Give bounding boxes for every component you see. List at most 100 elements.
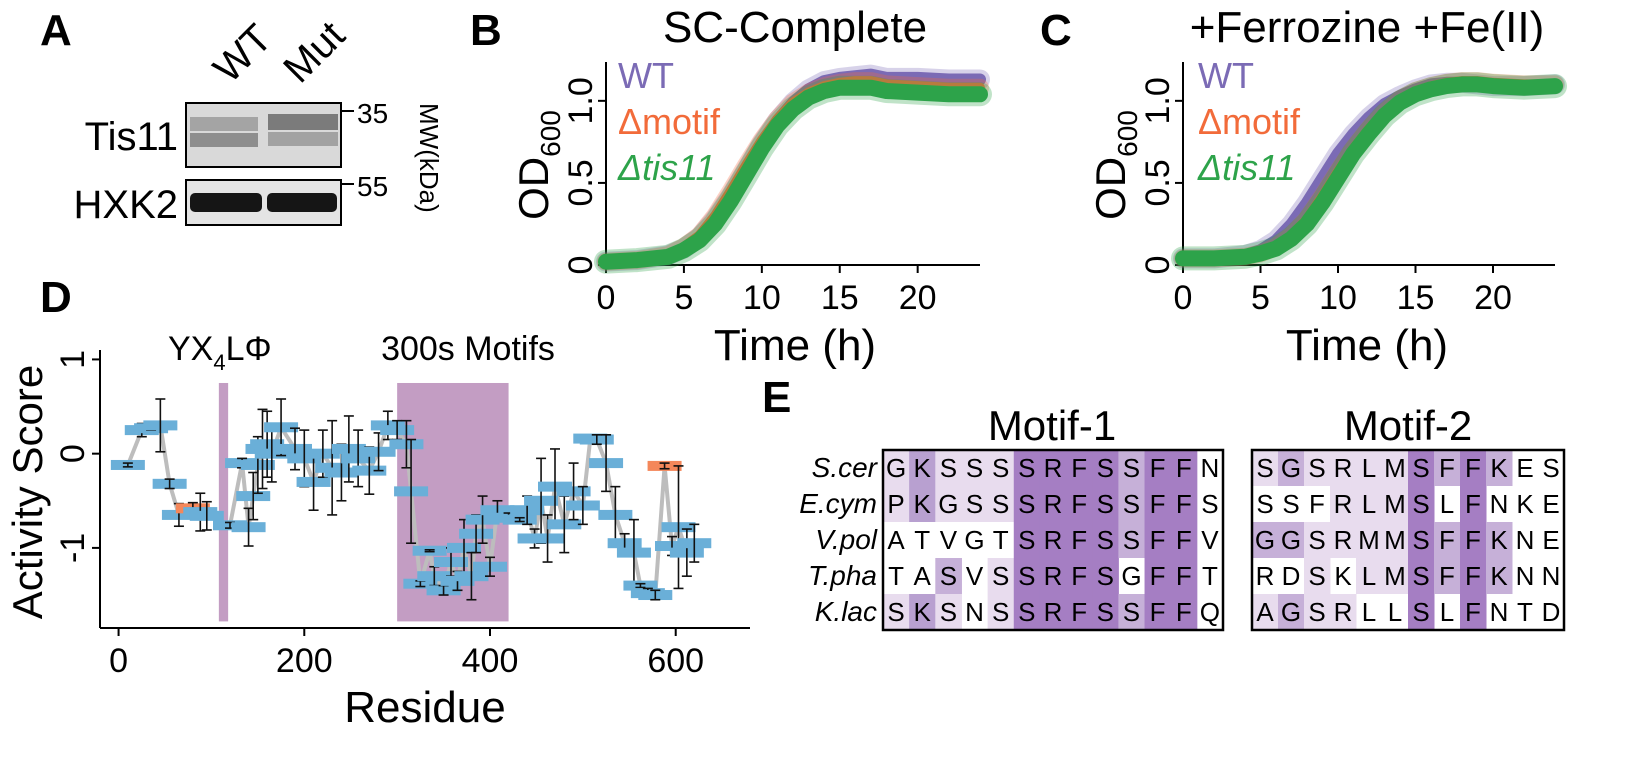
residue-letter: N [1516, 561, 1535, 591]
residue-letter: D [1542, 597, 1561, 627]
chart-c-legend-dmotif: Δmotif [1198, 101, 1301, 142]
residue-shade [1356, 450, 1383, 486]
residue-letter: S [1123, 453, 1140, 483]
residue-letter: R [1044, 597, 1063, 627]
x-tick-label: 0 [1174, 279, 1193, 317]
residue-shade [1144, 594, 1172, 630]
chart-d-annot-motif1-tail: LΦ [226, 330, 272, 368]
chart-b-ylabel-main: OD [510, 157, 557, 220]
chart-b-legend-dtis11: Δtis11 [617, 147, 716, 188]
residue-letter: S [1308, 561, 1325, 591]
residue-letter: S [1097, 597, 1114, 627]
residue-letter: K [1490, 453, 1508, 483]
residue-letter: G [1281, 525, 1301, 555]
residue-shade [1118, 522, 1146, 558]
residue-shade [961, 450, 989, 486]
x-tick-label: 10 [1319, 279, 1357, 317]
residue-letter: F [1150, 489, 1166, 519]
residue-shade [1039, 450, 1067, 486]
species-label: E.cym [799, 488, 877, 519]
residue-shade [1013, 486, 1041, 522]
residue-letter: F [1176, 597, 1192, 627]
y-tick-label: 0 [562, 256, 600, 275]
residue-shade [987, 558, 1015, 594]
residue-shade [1144, 558, 1172, 594]
x-tick-label: 0 [597, 279, 616, 317]
species-label: V.pol [815, 524, 878, 555]
residue-shade [1304, 558, 1331, 594]
residue-letter: F [1150, 561, 1166, 591]
residue-letter: S [1412, 561, 1429, 591]
blot-axis-label: MW(kDa) [414, 103, 444, 213]
residue-shade [935, 486, 962, 522]
chart-b-xlabel: Time (h) [714, 321, 876, 370]
blot-lane-label-mut: Mut [275, 13, 353, 91]
residue-letter: S [1201, 489, 1218, 519]
residue-shade [1382, 450, 1409, 486]
residue-letter: S [1256, 489, 1273, 519]
residue-letter: L [1362, 561, 1376, 591]
residue-shade [1330, 450, 1357, 486]
residue-letter: N [1490, 489, 1509, 519]
residue-letter: S [1308, 525, 1325, 555]
residue-letter: S [1308, 453, 1325, 483]
residue-shade [935, 558, 962, 594]
svg-text:OD600: OD600 [1087, 110, 1143, 220]
panel-label-b: B [470, 6, 502, 55]
blot-row-label-tis11: Tis11 [85, 115, 178, 159]
residue-letter: G [1281, 597, 1301, 627]
residue-shade [1144, 486, 1172, 522]
residue-letter: N [1516, 525, 1535, 555]
residue-shade [1144, 450, 1172, 486]
residue-shade [1013, 558, 1041, 594]
residue-letter: S [1018, 525, 1035, 555]
residue-letter: K [1490, 561, 1508, 591]
residue-letter: P [887, 489, 904, 519]
residue-letter: F [1309, 489, 1325, 519]
residue-letter: S [1542, 453, 1559, 483]
chart-d-annot-motif1: YX4LΦ [168, 330, 272, 375]
residue-letter: N [1542, 561, 1561, 591]
x-tick-label: 400 [462, 642, 519, 680]
residue-letter: R [1256, 561, 1275, 591]
residue-letter: R [1044, 489, 1063, 519]
residue-letter: R [1334, 489, 1353, 519]
residue-shade [1408, 522, 1435, 558]
residue-letter: G [886, 453, 906, 483]
residue-letter: F [1150, 453, 1166, 483]
residue-shade [1170, 486, 1198, 522]
residue-shade [1013, 594, 1041, 630]
residue-shade [1118, 486, 1146, 522]
residue-letter: S [1412, 525, 1429, 555]
x-tick-label: 15 [821, 279, 859, 317]
blot-lane-label-wt: WT [205, 16, 280, 91]
blot-row-label-hxk2: HXK2 [74, 183, 179, 227]
chart-d-annot-motif1-main: YX [168, 330, 213, 368]
y-tick-label: 1 [54, 350, 92, 369]
residue-shade [1118, 594, 1146, 630]
residue-letter: V [940, 525, 958, 555]
chart-b-legend-wt: WT [618, 55, 674, 96]
residue-letter: S [1123, 489, 1140, 519]
residue-letter: G [938, 489, 958, 519]
residue-letter: S [1018, 597, 1035, 627]
residue-letter: F [1071, 489, 1087, 519]
residue-shade [1460, 594, 1487, 630]
residue-letter: F [1071, 597, 1087, 627]
residue-letter: S [1282, 489, 1299, 519]
chart-c-xlabel: Time (h) [1286, 321, 1448, 370]
residue-letter: E [1516, 453, 1533, 483]
y-tick-label: 1.0 [562, 77, 600, 124]
x-tick-label: 20 [899, 279, 937, 317]
residue-letter: S [992, 489, 1009, 519]
residue-letter: F [1176, 453, 1192, 483]
residue-letter: A [914, 561, 932, 591]
residue-shade [1486, 450, 1513, 486]
residue-letter: S [1123, 525, 1140, 555]
residue-shade [1356, 522, 1383, 558]
residue-shade [1039, 558, 1067, 594]
alignment-frame [1250, 448, 1566, 632]
residue-letter: S [992, 453, 1009, 483]
residue-shade [1066, 486, 1093, 522]
residue-letter: K [1490, 525, 1508, 555]
